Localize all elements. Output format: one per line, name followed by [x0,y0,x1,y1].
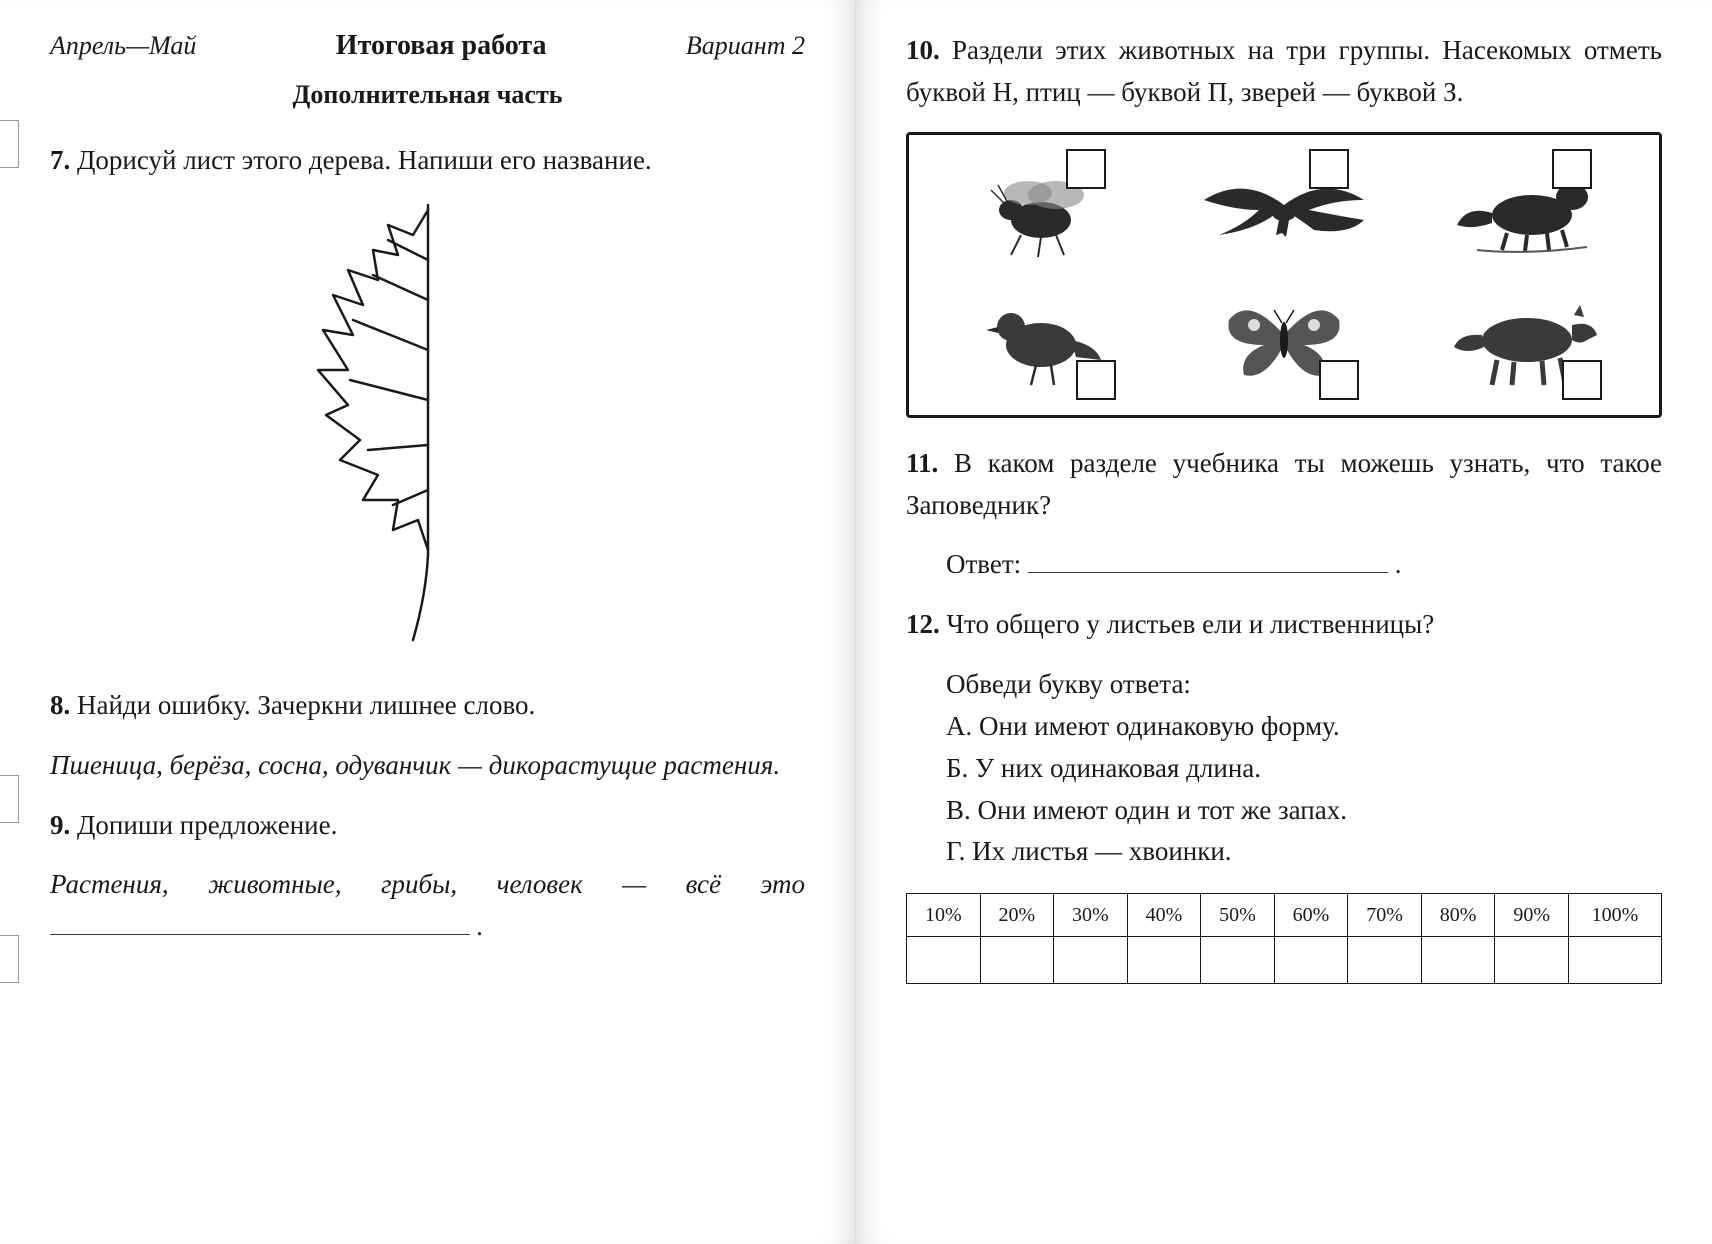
option-c[interactable]: В. Они имеют один и тот же запах. [946,790,1662,832]
task-number: 9. [50,810,70,840]
task-number: 12. [906,609,940,639]
period: . [477,911,484,941]
percent-cell: 60% [1274,894,1348,937]
percent-cell: 70% [1348,894,1422,937]
option-d[interactable]: Г. Их листья — хвоинки. [946,831,1662,873]
task-text: Дорисуй лист этого дерева. Напиши его на… [77,145,652,175]
task-8: 8. Найди ошибку. Зачеркни лишнее слово. [50,685,805,727]
percent-table: 10% 20% 30% 40% 50% 60% 70% 80% 90% 100% [906,893,1662,984]
percent-cell: 90% [1495,894,1569,937]
percent-blank[interactable] [1421,937,1495,984]
percent-cell: 100% [1568,894,1661,937]
percent-header-row: 10% 20% 30% 40% 50% 60% 70% 80% 90% 100% [907,894,1662,937]
percent-blank[interactable] [1568,937,1661,984]
percent-cell: 40% [1127,894,1201,937]
page-header: Апрель—Май Итоговая работа Вариант 2 [50,30,805,62]
task-number: 8. [50,690,70,720]
task-12: 12. Что общего у листьев ели и лиственни… [906,604,1662,646]
percent-blank[interactable] [1274,937,1348,984]
percent-blank[interactable] [1495,937,1569,984]
answer-checkbox[interactable] [1309,149,1349,189]
task-number: 11. [906,448,938,478]
task-9-content: Растения, животные, грибы, человек — всё… [50,864,805,948]
option-a[interactable]: А. Они имеют одинаковую форму. [946,706,1662,748]
answer-blank[interactable] [1028,550,1388,573]
header-month: Апрель—Май [50,31,196,61]
task-number: 7. [50,145,70,175]
task-text: Раздели этих животных на три группы. Нас… [906,35,1662,107]
book-spread: Апрель—Май Итоговая работа Вариант 2 Доп… [0,0,1712,1244]
page-tab [0,935,19,983]
percent-blank[interactable] [1201,937,1275,984]
percent-blank[interactable] [1348,937,1422,984]
task-11: 11. В каком разделе учебника ты можешь у… [906,443,1662,527]
percent-empty-row [907,937,1662,984]
task-text: Допиши предложение. [77,810,337,840]
animals-row-2 [919,275,1649,405]
animal-wolf [1437,277,1617,402]
animal-butterfly [1194,277,1374,402]
answer-checkbox[interactable] [1552,149,1592,189]
animals-row-1 [919,145,1649,275]
task-text: Что общего у листьев ели и лиственницы? [947,609,1435,639]
percent-blank[interactable] [1054,937,1128,984]
answer-label: Ответ: [946,549,1021,579]
header-variant: Вариант 2 [686,31,805,61]
animals-grid [906,132,1662,418]
page-tab [0,775,19,823]
page-tab [0,120,19,168]
percent-cell: 30% [1054,894,1128,937]
animal-marten [1437,147,1617,272]
maple-leaf-half-icon [278,200,578,650]
percent-blank[interactable] [907,937,981,984]
percent-cell: 20% [980,894,1054,937]
answer-checkbox[interactable] [1066,149,1106,189]
answer-checkbox[interactable] [1319,360,1359,400]
task-text: В каком разделе учебника ты можешь узнат… [906,448,1662,520]
task-12-options: Обведи букву ответа: А. Они имеют одинак… [946,664,1662,873]
task-number: 10. [906,35,940,65]
answer-checkbox[interactable] [1076,360,1116,400]
percent-cell: 10% [907,894,981,937]
option-b[interactable]: Б. У них одинаковая длина. [946,748,1662,790]
percent-cell: 80% [1421,894,1495,937]
subheader: Дополнительная часть [50,80,805,110]
task-11-answer: Ответ: . [946,544,1662,586]
percent-blank[interactable] [1127,937,1201,984]
animal-eagle [1194,147,1374,272]
left-page: Апрель—Май Итоговая работа Вариант 2 Доп… [0,0,856,1244]
task-7: 7. Дорисуй лист этого дерева. Напиши его… [50,140,805,182]
percent-cell: 50% [1201,894,1275,937]
header-title: Итоговая работа [336,30,547,62]
period: . [1395,549,1402,579]
animal-bee [951,147,1131,272]
task-10: 10. Раздели этих животных на три группы.… [906,30,1662,114]
task-text: Найди ошибку. Зачеркни лишнее слово. [77,690,535,720]
leaf-illustration [50,200,805,655]
percent-blank[interactable] [980,937,1054,984]
sentence-prefix: Растения, животные, грибы, человек — всё… [50,869,805,899]
animal-pigeon [951,277,1131,402]
answer-checkbox[interactable] [1562,360,1602,400]
right-page: 10. Раздели этих животных на три группы.… [856,0,1712,1244]
task-8-content: Пшеница, берёза, сосна, одуванчик — дико… [50,745,805,787]
options-instruction: Обведи букву ответа: [946,664,1662,706]
fill-in-blank[interactable] [50,912,470,935]
task-9: 9. Допиши предложение. [50,805,805,847]
